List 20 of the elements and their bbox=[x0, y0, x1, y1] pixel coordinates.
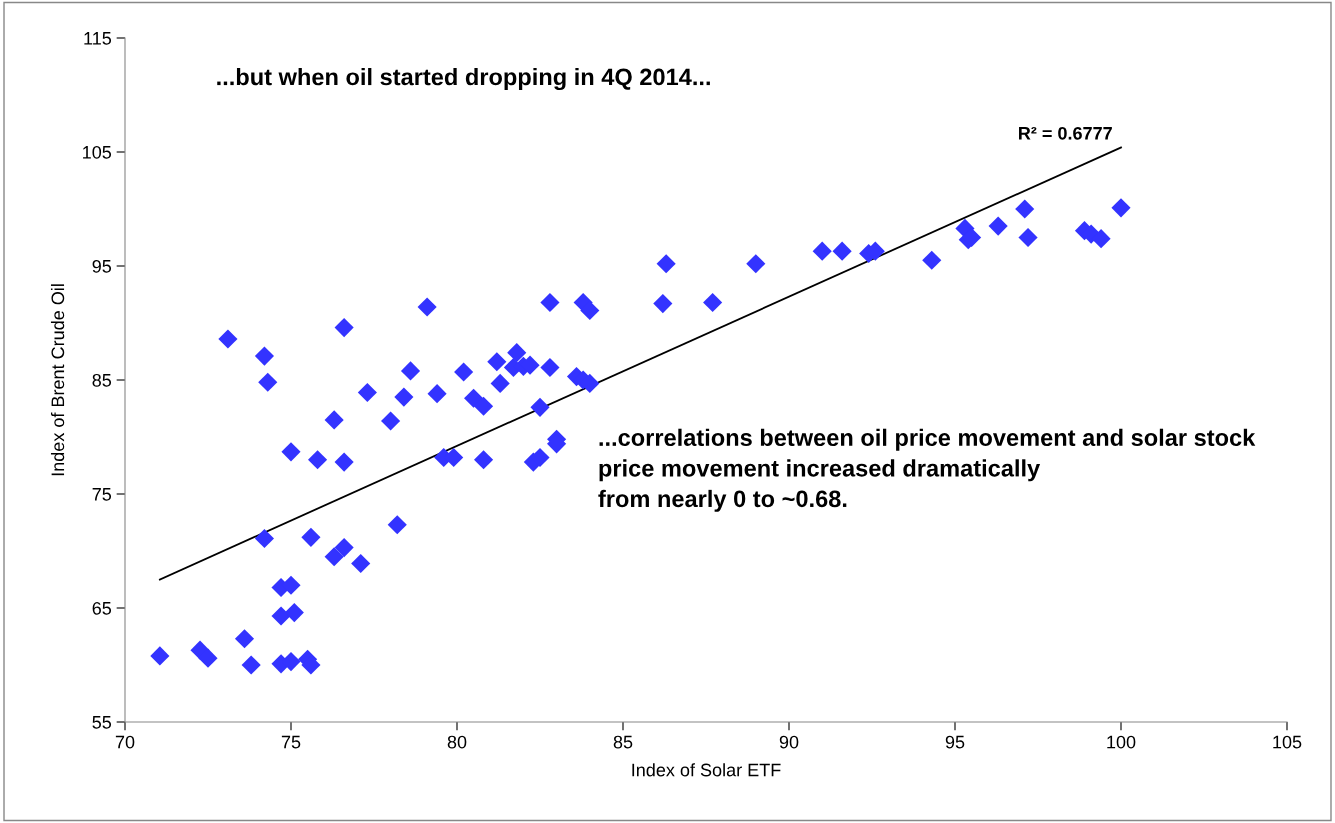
y-tick-label: 55 bbox=[92, 716, 112, 729]
y-axis-title: Index of Brent Crude Oil bbox=[50, 284, 65, 476]
x-tick-label: 80 bbox=[447, 735, 467, 749]
x-tick-label: 90 bbox=[779, 735, 799, 749]
x-tick-label: 70 bbox=[115, 735, 135, 749]
x-tick-label: 100 bbox=[1107, 735, 1136, 749]
x-tick-label: 105 bbox=[1273, 735, 1302, 749]
y-tick-label: 115 bbox=[84, 32, 112, 45]
annotation: ...but when oil started dropping in 4Q 2014... bbox=[217, 67, 710, 91]
y-tick-label: 75 bbox=[92, 488, 112, 501]
y-tick-label: 95 bbox=[92, 259, 112, 273]
annotation: R² = 0.6777 bbox=[1019, 126, 1112, 140]
y-tick-label: 105 bbox=[83, 145, 112, 159]
annotation: ...correlations between oil price movement and solar stock price movement increased dramatically from nearly 0 to ~0.68. bbox=[598, 428, 1256, 512]
x-tick-label: 95 bbox=[945, 735, 965, 749]
y-tick-label: 65 bbox=[92, 601, 112, 615]
y-tick-label: 85 bbox=[92, 373, 112, 387]
x-axis-title: Index of Solar ETF bbox=[632, 763, 781, 777]
x-tick-label: 75 bbox=[281, 735, 301, 749]
x-tick-label: 85 bbox=[613, 735, 633, 749]
